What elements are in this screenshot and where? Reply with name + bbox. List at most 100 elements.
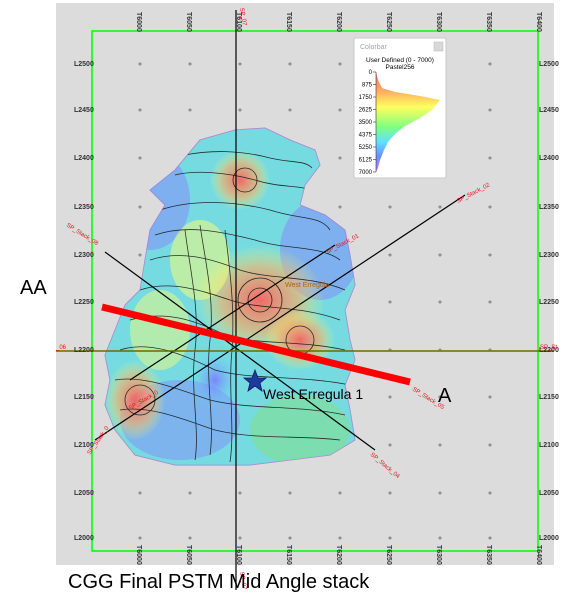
colorbar-tick-label: 1750 [359,95,373,101]
grid-dot [338,108,342,112]
left-tick-label: L2200 [74,347,94,354]
colorbar-tick-label: 2625 [359,108,373,114]
colorbar-ticks: 0 875 1750 2625 3500 4375 5250 6125 7000 [359,70,376,176]
right-axis-ticks: L2500 L2450 L2400 L2350 L2300 L2250 L2200 L2150… [539,61,559,542]
grid-dot [438,205,442,209]
grid-dot [388,443,392,447]
colorbar-tick-label: 875 [362,83,373,89]
cross-section-aa-a[interactable] [101,303,411,386]
well-label: West Erregula 1 [263,386,363,402]
colorbar-tick-label: 3500 [359,120,373,126]
right-tick-label: L2500 [539,61,559,68]
grid-dot [338,62,342,66]
grid-dot [238,108,242,112]
left-tick-label: L2350 [74,204,94,211]
right-tick-label: L2450 [539,107,559,114]
left-axis-ticks: L2500 L2450 L2400 L2350 L2300 L2250 L2200 L2150… [74,61,94,542]
bottom-tick-label: T6200 [335,545,342,565]
right-tick-label: L2150 [539,394,559,401]
grid-dot [488,108,492,112]
top-tick-label: T6050 [185,12,192,32]
right-tick-label: L2000 [539,535,559,542]
top-tick-label: T6000 [135,12,142,32]
amplitude-body [104,127,356,466]
grid-dot [488,536,492,540]
right-tick-label: L2200 [539,347,559,354]
grid-dot [138,253,142,257]
grid-dot [338,536,342,540]
well-marker[interactable] [242,368,268,392]
grid-dot [438,443,442,447]
grid-dot [138,156,142,160]
grid-dot [338,205,342,209]
grid-dot [138,491,142,495]
colorbar-tick-label: 6125 [359,158,373,164]
bottom-tick-label: T6100 [235,545,242,565]
grid-dot [288,62,292,66]
colorbar-tick-label: 0 [369,70,373,76]
colorbar-tick-label: 7000 [359,170,373,176]
line-sp02[interactable] [94,194,466,441]
right-tick-label: L2050 [539,490,559,497]
label-sp-07-top: SP_07 [238,7,247,26]
colorbar-tick-label: 5250 [359,145,373,151]
left-tick-label: L2050 [74,490,94,497]
bottom-tick-label: T6150 [285,545,292,565]
grid-dot [488,491,492,495]
colorbar-title: Colorbar [360,44,388,51]
grid-dot [438,395,442,399]
map-caption: CGG Final PSTM Mid Angle stack [68,571,370,593]
section-label-aa: AA [20,277,47,299]
grid-dot [238,491,242,495]
bottom-axis-ticks: T6000 T6050 T6100 T6150 T6200 T6250 T6300 T6350… [135,545,542,565]
bottom-tick-label: T6050 [185,545,192,565]
left-tick-label: L2000 [74,535,94,542]
right-tick-label: L2250 [539,299,559,306]
grid-dot [488,395,492,399]
grid-dot [438,536,442,540]
left-tick-label: L2100 [74,442,94,449]
grid-dot [488,62,492,66]
colorbar-palette: Pastel256 [386,64,415,71]
colorbar-close-icon[interactable] [433,41,444,52]
grid-dot [438,300,442,304]
grid-dot [388,253,392,257]
right-tick-label: L2100 [539,442,559,449]
top-tick-label: T6350 [485,12,492,32]
label-sp-stack-06-right: SP_St [540,345,557,351]
left-tick-label: L2250 [74,299,94,306]
grid-dot [438,491,442,495]
grid-dot [288,536,292,540]
top-tick-label: T6300 [435,12,442,32]
top-tick-label: T6200 [335,12,342,32]
grid-dot [238,536,242,540]
grid-dot [338,156,342,160]
grid-dot [388,536,392,540]
left-tick-label: L2150 [74,394,94,401]
grid-dot [488,253,492,257]
grid-dot [388,300,392,304]
grid-dot [338,491,342,495]
colorbar-panel[interactable]: Colorbar User Defined (0 - 7000) Pastel2… [353,37,447,179]
grid-dot [188,536,192,540]
top-tick-label: T6100 [235,12,242,32]
section-label-a: A [438,385,452,407]
bottom-tick-label: T6000 [135,545,142,565]
grid-dot [188,108,192,112]
grid-dot [138,62,142,66]
left-tick-label: L2300 [74,252,94,259]
colorbar-tick-label: 4375 [359,133,373,139]
top-tick-label: T6150 [285,12,292,32]
top-tick-label: T6250 [385,12,392,32]
bottom-tick-label: T6400 [535,545,542,565]
line-sp01[interactable] [129,244,336,381]
grid-dot [238,62,242,66]
grid-dot [388,395,392,399]
grid-dot [288,108,292,112]
grid-dot [488,156,492,160]
label-sp-07-bottom: SP_07 [238,571,247,590]
grid-dot [288,491,292,495]
map-frame [91,30,539,552]
